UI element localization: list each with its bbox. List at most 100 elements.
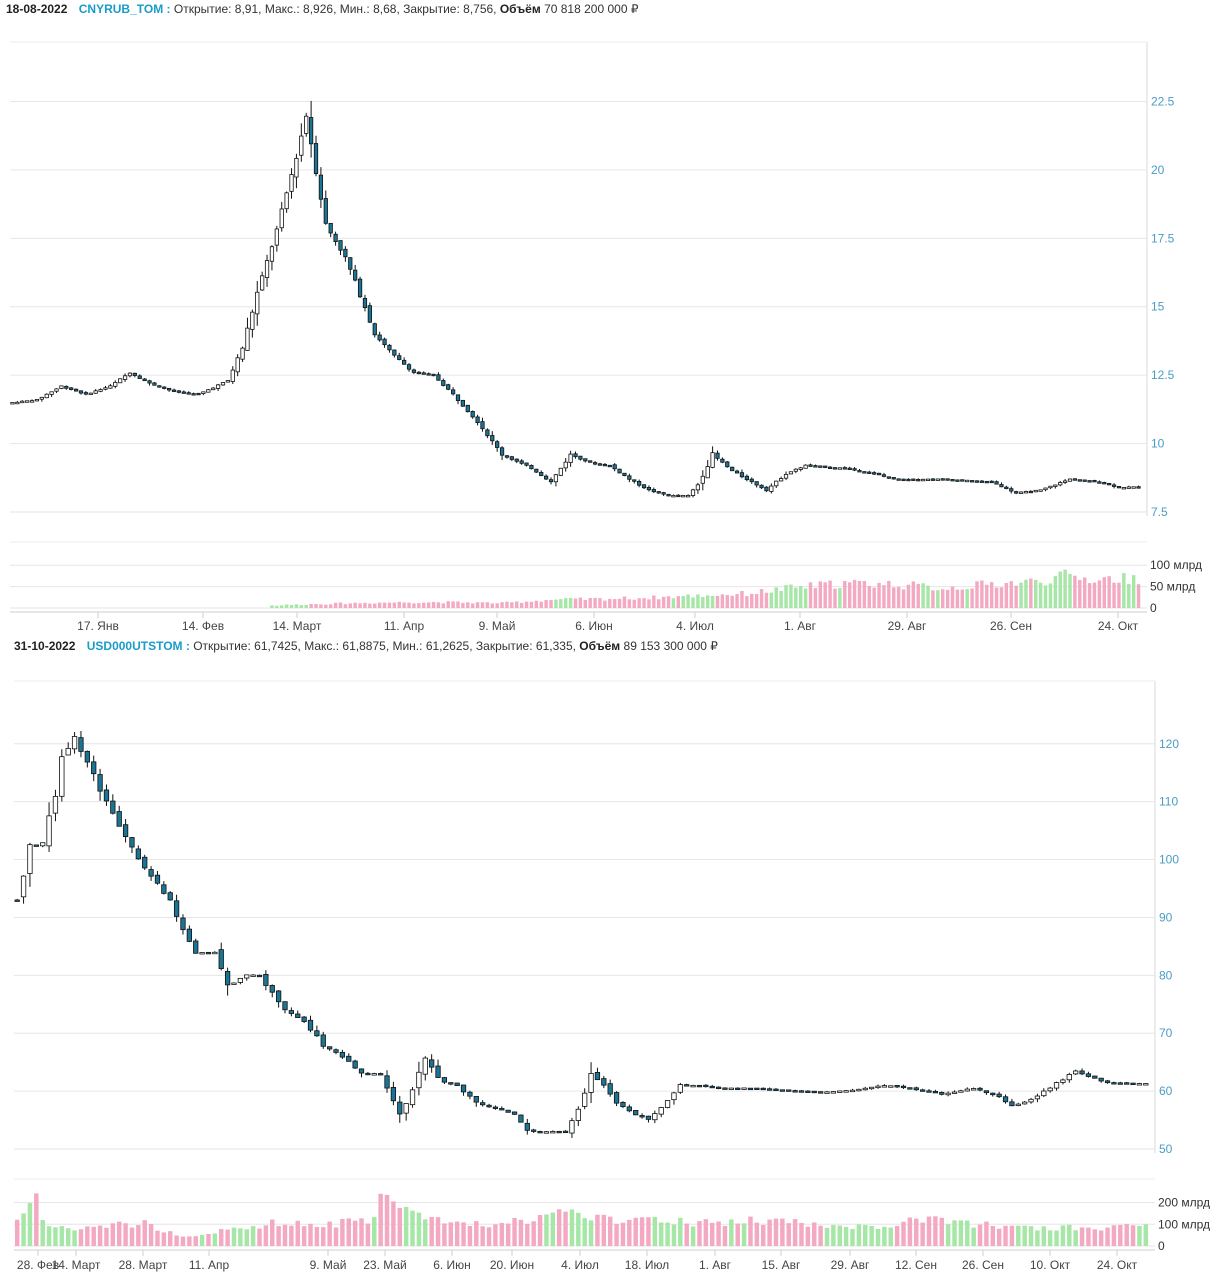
volume-bar [435, 1217, 441, 1246]
volume-bar [244, 1229, 249, 1246]
candle-body [1117, 1082, 1123, 1085]
candle-body [984, 480, 989, 484]
volume-bar [1038, 582, 1043, 608]
chart1-cnyrub[interactable]: 7.5 10 12.5 15 17.5 20 22.5 0 50 млрд 100 млрд 17.… [0, 18, 1224, 638]
candle-body [852, 468, 857, 471]
volume-bar [1122, 573, 1126, 608]
volume-bar [505, 1223, 511, 1246]
volume-bar [760, 1224, 766, 1246]
candle-body [900, 1085, 907, 1089]
candle-body [964, 1088, 970, 1092]
candle-body [135, 848, 141, 860]
candle-body [626, 1106, 632, 1112]
candle-body [607, 1083, 613, 1095]
candle-body [725, 461, 730, 468]
volume-bar [563, 598, 568, 608]
volume-bar [1078, 580, 1082, 608]
volume-bar [780, 1218, 785, 1246]
volume-bar [725, 595, 729, 608]
candle-body [486, 1104, 492, 1108]
candle-body [129, 837, 135, 848]
chart2-low-label: Мин.: [392, 639, 423, 653]
candle-body [979, 480, 984, 483]
volume-bar [1014, 585, 1018, 608]
candle-body [275, 990, 282, 1003]
volume-bar [474, 1221, 479, 1246]
x-tick-label: 14. Фев [182, 619, 224, 633]
volume-bar [363, 602, 367, 608]
volume-bar [877, 582, 881, 608]
candle-body [857, 470, 862, 473]
volume-bar [722, 1225, 728, 1246]
candle-body [666, 493, 671, 497]
candle-body [84, 750, 90, 763]
candle-body [353, 269, 358, 281]
volume-bar [921, 583, 925, 608]
candle-body [773, 1088, 779, 1091]
x-tick-label: 17. Янв [77, 619, 119, 633]
volume-bar [352, 1220, 358, 1246]
volume-bar [116, 1221, 122, 1246]
candle-body [346, 1055, 352, 1062]
candle-body [875, 1085, 881, 1089]
candle-body [766, 1088, 773, 1091]
chart1-ticker[interactable]: CNYRUB_TOM : [78, 2, 171, 16]
volume-bar [914, 1218, 919, 1246]
candle-body [1079, 1070, 1085, 1075]
volume-bar [627, 1219, 632, 1246]
x-tick-label: 9. Май [479, 619, 516, 633]
volume-bar [945, 589, 950, 608]
candle-body [518, 1114, 524, 1123]
x-tick-label: 12. Сен [895, 1258, 937, 1272]
volume-bar [554, 599, 558, 608]
volume-bar [231, 1227, 237, 1246]
candle-body [715, 452, 720, 459]
volume-bar [550, 1212, 556, 1246]
candle-body [886, 476, 891, 479]
volume-bar [980, 580, 984, 608]
chart2-volume-value: 89 153 300 000 ₽ [623, 639, 718, 653]
volume-bar [193, 1236, 198, 1246]
volume-bar [461, 602, 465, 608]
candle-body [93, 390, 98, 394]
volume-bar [920, 1222, 925, 1246]
volume-bar [1082, 577, 1087, 608]
volume-bar [486, 1227, 492, 1246]
x-tick-label: 20. Июн [490, 1258, 534, 1272]
volume-bar [206, 1234, 211, 1246]
candle-body [14, 899, 20, 902]
candle-body [684, 1084, 690, 1087]
candle-body [932, 1091, 939, 1094]
candle-body [832, 467, 838, 470]
volume-bar [933, 1216, 938, 1246]
candle-body [1060, 1079, 1066, 1083]
volume-bar [678, 1217, 683, 1246]
volume-bar [990, 1226, 996, 1246]
volume-bar [328, 604, 333, 608]
candle-body [40, 842, 46, 847]
volume-bar [812, 1222, 817, 1246]
candle-body [148, 869, 154, 877]
volume-bar [1092, 1229, 1098, 1246]
volume-bar [559, 599, 563, 608]
candle-body [97, 774, 103, 792]
volume-bar [595, 1214, 600, 1246]
chart2-usdrub[interactable]: 50 60 70 80 90 100 110 120 0 100 млрд 200 млрд 28. … [0, 655, 1224, 1280]
candle-body [212, 951, 218, 955]
volume-bar [894, 1225, 900, 1246]
candle-body [1082, 479, 1087, 482]
volume-bar [805, 1226, 811, 1246]
volume-bar [397, 1207, 403, 1246]
candle-body [1085, 1073, 1092, 1077]
candle-body [397, 355, 402, 360]
volume-bar [85, 1226, 90, 1246]
volume-bar [911, 581, 916, 608]
volume-bar [1054, 1230, 1059, 1246]
volume-bar [500, 602, 504, 608]
candle-body [637, 480, 642, 486]
candle-body [849, 1089, 856, 1093]
volume-bar [346, 1218, 351, 1246]
candle-body [792, 1090, 798, 1093]
volume-bar [608, 598, 612, 608]
chart2-ticker[interactable]: USD000UTSTOM : [86, 639, 190, 653]
